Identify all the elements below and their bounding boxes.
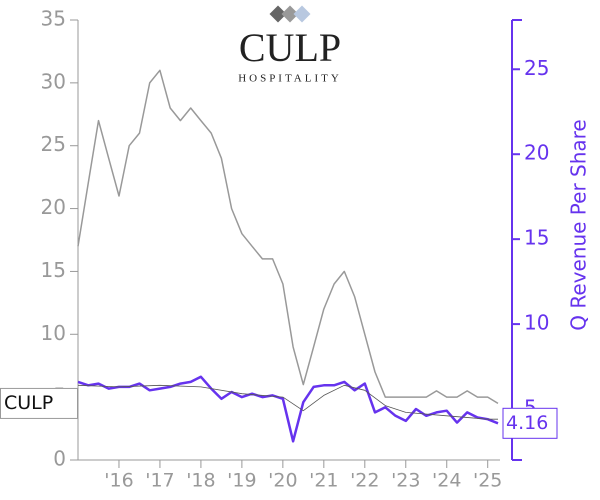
logo-name: CULP	[239, 25, 341, 70]
y2-tick-label: 15	[524, 226, 549, 250]
x-tick-label: '19	[227, 470, 256, 492]
x-tick-label: '23	[391, 470, 420, 492]
y2-tick-label: 10	[524, 311, 549, 335]
x-tick-label: '16	[104, 470, 133, 492]
x-tick-label: '18	[186, 470, 215, 492]
price-tag: CULP	[4, 392, 53, 414]
y2-axis-label: Q Revenue Per Share	[567, 119, 591, 331]
price-tag-box	[0, 387, 78, 419]
series-line	[77, 384, 498, 420]
logo-icon	[293, 5, 311, 23]
series-line	[77, 375, 499, 443]
x-tick-label: '22	[350, 470, 379, 492]
x-tick-label: '17	[145, 470, 174, 492]
revenue-tag-box	[502, 407, 558, 439]
y2-tick-label: 25	[524, 56, 549, 80]
x-tick-label: '24	[432, 470, 461, 492]
revenue-tag: 4.16	[506, 412, 548, 434]
y-tick-label: 35	[41, 7, 66, 31]
y2-tick-label: 20	[524, 141, 549, 165]
x-tick-label: '20	[268, 470, 297, 492]
y-tick-label: 25	[41, 132, 66, 156]
x-tick-label: '21	[309, 470, 338, 492]
y-tick-label: 0	[53, 447, 66, 471]
y-tick-label: 15	[41, 258, 66, 282]
logo-tagline: HOSPITALITY	[238, 73, 342, 85]
logo: CULP HOSPITALITY	[238, 5, 342, 85]
x-tick-label: '25	[473, 470, 502, 492]
y-tick-label: 10	[41, 321, 66, 345]
y-tick-label: 20	[41, 195, 66, 219]
y-tick-label: 30	[41, 69, 66, 93]
series-line	[77, 69, 499, 405]
